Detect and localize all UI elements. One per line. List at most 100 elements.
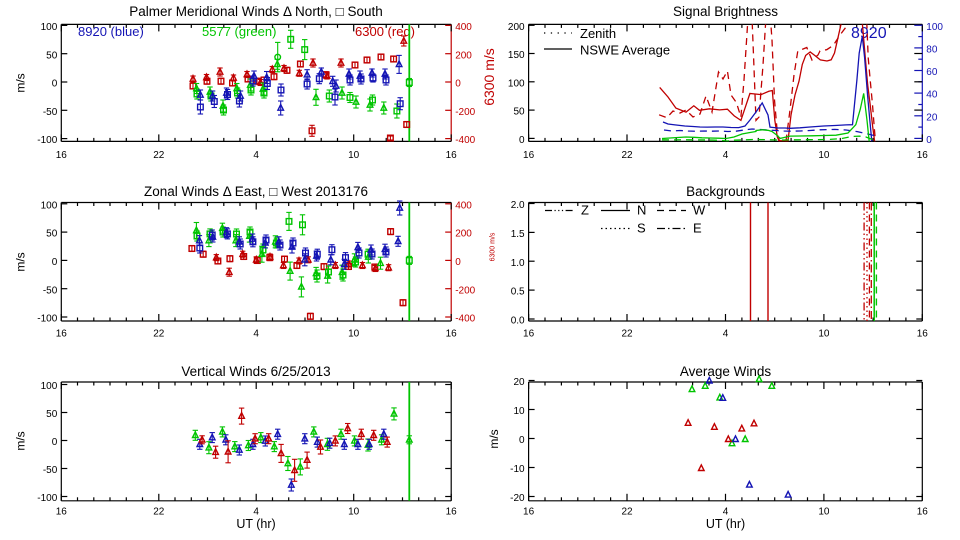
svg-text:2.0: 2.0 (511, 200, 525, 211)
svg-text:S: S (637, 221, 646, 236)
svg-text:16: 16 (56, 507, 68, 518)
svg-text:0.5: 0.5 (511, 287, 525, 298)
svg-text:20: 20 (513, 377, 525, 388)
svg-text:22: 22 (153, 150, 165, 161)
svg-text:8920 (blue): 8920 (blue) (78, 24, 144, 39)
svg-text:4: 4 (723, 150, 729, 161)
svg-text:16: 16 (446, 150, 458, 161)
svg-text:16: 16 (917, 150, 929, 161)
svg-text:-400: -400 (455, 135, 475, 146)
svg-text:16: 16 (56, 329, 68, 340)
svg-text:22: 22 (153, 507, 165, 518)
svg-text:Vertical Winds 6/25/2013: Vertical Winds 6/25/2013 (181, 364, 330, 379)
svg-text:10: 10 (818, 329, 830, 340)
svg-text:0: 0 (52, 257, 58, 268)
svg-text:50: 50 (46, 50, 58, 61)
svg-text:100: 100 (41, 200, 58, 211)
svg-text:-200: -200 (455, 285, 475, 296)
svg-text:50: 50 (513, 107, 525, 118)
svg-text:-100: -100 (37, 314, 57, 325)
svg-text:100: 100 (41, 381, 58, 392)
svg-text:m/s: m/s (13, 431, 27, 450)
svg-text:22: 22 (621, 507, 633, 518)
svg-text:Zonal Winds Δ East, □ West 201: Zonal Winds Δ East, □ West 2013176 (144, 184, 368, 199)
svg-text:E: E (693, 221, 702, 236)
svg-text:16: 16 (523, 329, 535, 340)
svg-text:16: 16 (523, 150, 535, 161)
svg-text:N: N (637, 203, 646, 218)
svg-text:4: 4 (253, 507, 259, 518)
svg-text:-100: -100 (37, 493, 57, 504)
svg-text:10: 10 (818, 150, 830, 161)
svg-text:16: 16 (446, 507, 458, 518)
svg-text:150: 150 (508, 50, 525, 61)
svg-text:16: 16 (523, 507, 535, 518)
svg-text:4: 4 (723, 329, 729, 340)
svg-text:W: W (693, 203, 706, 218)
svg-text:22: 22 (153, 329, 165, 340)
svg-text:6300 (red): 6300 (red) (355, 24, 415, 39)
svg-text:22: 22 (621, 329, 633, 340)
svg-text:16: 16 (917, 507, 929, 518)
svg-text:-400: -400 (455, 314, 475, 325)
svg-text:100: 100 (508, 78, 525, 89)
svg-text:UT (hr): UT (hr) (236, 517, 275, 531)
svg-text:4: 4 (723, 507, 729, 518)
svg-text:m/s: m/s (487, 429, 501, 448)
svg-text:1.0: 1.0 (511, 258, 525, 269)
svg-text:-50: -50 (43, 285, 58, 296)
svg-text:16: 16 (917, 329, 929, 340)
svg-text:-50: -50 (43, 107, 58, 118)
svg-text:20: 20 (926, 112, 938, 123)
svg-text:Backgrounds: Backgrounds (686, 184, 765, 199)
svg-text:1.5: 1.5 (511, 229, 525, 240)
svg-text:16: 16 (56, 150, 68, 161)
svg-text:10: 10 (348, 507, 360, 518)
svg-text:60: 60 (926, 67, 938, 78)
svg-text:0.0: 0.0 (511, 316, 525, 327)
svg-text:5577 (green): 5577 (green) (202, 24, 276, 39)
svg-text:8920: 8920 (851, 25, 887, 42)
svg-text:22: 22 (621, 150, 633, 161)
svg-text:10: 10 (513, 406, 525, 417)
svg-text:10: 10 (348, 329, 360, 340)
svg-text:100: 100 (41, 22, 58, 33)
svg-text:0: 0 (455, 79, 461, 90)
svg-text:10: 10 (818, 507, 830, 518)
svg-text:-10: -10 (510, 464, 525, 475)
svg-text:0: 0 (926, 135, 932, 146)
svg-text:100: 100 (926, 22, 943, 33)
svg-text:0: 0 (455, 257, 461, 268)
svg-text:200: 200 (508, 22, 525, 33)
svg-text:0: 0 (52, 437, 58, 448)
svg-text:-50: -50 (43, 465, 58, 476)
svg-text:NSWE Average: NSWE Average (580, 43, 670, 58)
svg-text:-200: -200 (455, 107, 475, 118)
svg-text:10: 10 (348, 150, 360, 161)
svg-text:80: 80 (926, 45, 938, 56)
svg-text:0: 0 (519, 135, 525, 146)
svg-text:-100: -100 (37, 135, 57, 146)
svg-text:0: 0 (52, 79, 58, 90)
svg-text:0: 0 (519, 435, 525, 446)
svg-text:m/s: m/s (13, 252, 27, 271)
svg-text:Z: Z (581, 203, 589, 218)
svg-text:UT (hr): UT (hr) (706, 517, 745, 531)
svg-text:Average Winds: Average Winds (680, 364, 772, 379)
svg-text:-20: -20 (510, 493, 525, 504)
svg-text:50: 50 (46, 229, 58, 240)
svg-text:Palmer Meridional Winds Δ Nort: Palmer Meridional Winds Δ North, □ South (129, 4, 383, 19)
svg-text:400: 400 (455, 200, 472, 211)
svg-text:4: 4 (253, 150, 259, 161)
svg-text:200: 200 (455, 229, 472, 240)
svg-text:6300 m/s: 6300 m/s (481, 48, 497, 106)
svg-text:Zenith: Zenith (580, 26, 616, 41)
svg-text:50: 50 (46, 409, 58, 420)
svg-text:400: 400 (455, 22, 472, 33)
svg-text:Signal Brightness: Signal Brightness (673, 4, 778, 19)
svg-text:m/s: m/s (13, 73, 27, 92)
svg-text:4: 4 (253, 329, 259, 340)
svg-text:40: 40 (926, 90, 938, 101)
svg-text:6300 m/s: 6300 m/s (490, 232, 497, 261)
svg-text:16: 16 (446, 329, 458, 340)
